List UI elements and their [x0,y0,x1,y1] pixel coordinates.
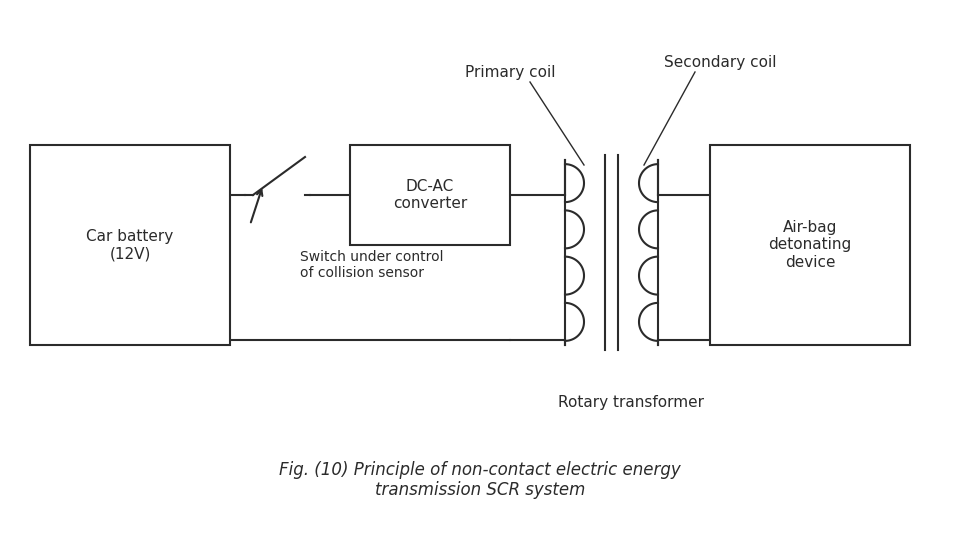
Bar [350,145,510,245]
Bar [30,145,230,345]
Text: Switch under control
of collision sensor: Switch under control of collision sensor [300,250,444,280]
Text: Primary coil: Primary coil [465,65,555,80]
Bar [710,145,910,345]
Text: DC-AC
converter: DC-AC converter [393,179,468,211]
Text: Car battery
(12V): Car battery (12V) [86,229,174,261]
Text: Fig. (10) Principle of non-contact electric energy
transmission SCR system: Fig. (10) Principle of non-contact elect… [279,461,681,500]
Text: Air-bag
detonating
device: Air-bag detonating device [768,220,852,270]
Text: Secondary coil: Secondary coil [663,55,777,70]
Text: Rotary transformer: Rotary transformer [559,395,705,410]
